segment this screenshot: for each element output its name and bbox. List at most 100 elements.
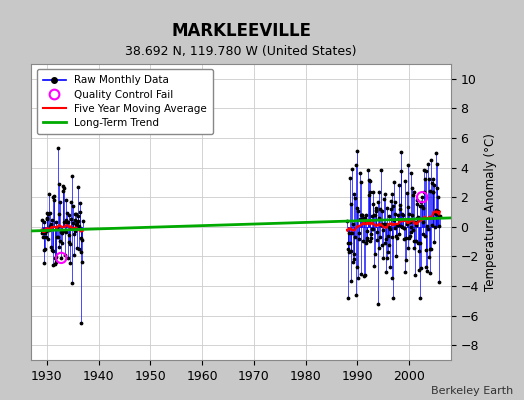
Point xyxy=(423,161,432,168)
Point xyxy=(391,253,400,259)
Point xyxy=(40,246,49,253)
Point xyxy=(410,189,419,196)
Point xyxy=(386,226,394,233)
Point xyxy=(65,239,73,245)
Point xyxy=(363,227,371,234)
Point xyxy=(428,188,436,195)
Point xyxy=(388,233,397,240)
Point xyxy=(379,226,387,233)
Point xyxy=(77,249,85,255)
Point xyxy=(70,251,78,258)
Point xyxy=(413,197,422,203)
Point xyxy=(44,211,52,218)
Point xyxy=(395,182,403,188)
Point xyxy=(401,178,410,184)
Point xyxy=(388,190,396,197)
Point xyxy=(359,238,367,245)
Point xyxy=(61,228,69,234)
Point xyxy=(43,209,51,216)
Point xyxy=(357,212,366,218)
Point xyxy=(407,224,415,230)
Point xyxy=(48,262,57,268)
Point xyxy=(396,206,405,212)
Point xyxy=(358,216,367,222)
Point xyxy=(422,247,430,253)
Point xyxy=(368,189,377,195)
Point xyxy=(62,216,71,223)
Point xyxy=(56,198,64,205)
Point xyxy=(377,221,386,227)
Text: 38.692 N, 119.780 W (United States): 38.692 N, 119.780 W (United States) xyxy=(125,45,357,58)
Point xyxy=(402,257,410,264)
Point xyxy=(382,269,390,275)
Point xyxy=(71,211,79,218)
Point xyxy=(418,203,426,210)
Point xyxy=(47,244,55,250)
Point xyxy=(408,185,417,191)
Point xyxy=(387,274,396,281)
Point xyxy=(67,216,75,223)
Point xyxy=(46,210,54,216)
Point xyxy=(55,244,63,251)
Point xyxy=(423,268,431,274)
Point xyxy=(412,238,420,244)
Point xyxy=(401,235,410,242)
Point xyxy=(47,221,56,228)
Point xyxy=(381,236,390,242)
Point xyxy=(368,226,376,232)
Point xyxy=(372,204,380,211)
Point xyxy=(377,222,385,228)
Point xyxy=(390,225,399,231)
Point xyxy=(60,252,69,258)
Point xyxy=(430,239,439,246)
Point xyxy=(397,223,406,229)
Point xyxy=(375,215,383,221)
Point xyxy=(58,230,67,236)
Point xyxy=(418,194,427,200)
Point xyxy=(378,208,387,214)
Point xyxy=(54,181,63,188)
Point xyxy=(346,278,355,285)
Point xyxy=(350,251,358,257)
Point xyxy=(59,188,67,194)
Point xyxy=(345,230,354,236)
Point xyxy=(68,173,76,179)
Point xyxy=(376,206,384,212)
Point xyxy=(431,210,439,216)
Point xyxy=(346,175,354,181)
Point xyxy=(367,213,376,219)
Point xyxy=(351,234,359,240)
Point xyxy=(50,261,59,268)
Point xyxy=(355,236,364,242)
Point xyxy=(62,219,71,225)
Point xyxy=(427,157,435,163)
Point xyxy=(75,222,83,229)
Point xyxy=(414,266,423,273)
Point xyxy=(344,239,353,246)
Point xyxy=(397,168,405,175)
Point xyxy=(56,238,64,244)
Point xyxy=(421,176,429,182)
Point xyxy=(370,212,378,218)
Point xyxy=(355,169,364,176)
Point xyxy=(66,241,74,247)
Point xyxy=(387,197,395,204)
Point xyxy=(63,210,71,216)
Point xyxy=(416,294,424,301)
Point xyxy=(424,226,432,232)
Point xyxy=(397,149,405,156)
Point xyxy=(384,233,392,239)
Point xyxy=(375,189,383,196)
Point xyxy=(369,263,378,270)
Point xyxy=(420,189,428,195)
Point xyxy=(399,215,407,222)
Point xyxy=(52,219,61,225)
Point xyxy=(374,300,382,307)
Point xyxy=(435,223,443,229)
Point xyxy=(403,220,411,227)
Point xyxy=(53,234,62,240)
Point xyxy=(387,206,395,212)
Point xyxy=(360,218,368,225)
Point xyxy=(42,216,51,223)
Point xyxy=(392,222,401,228)
